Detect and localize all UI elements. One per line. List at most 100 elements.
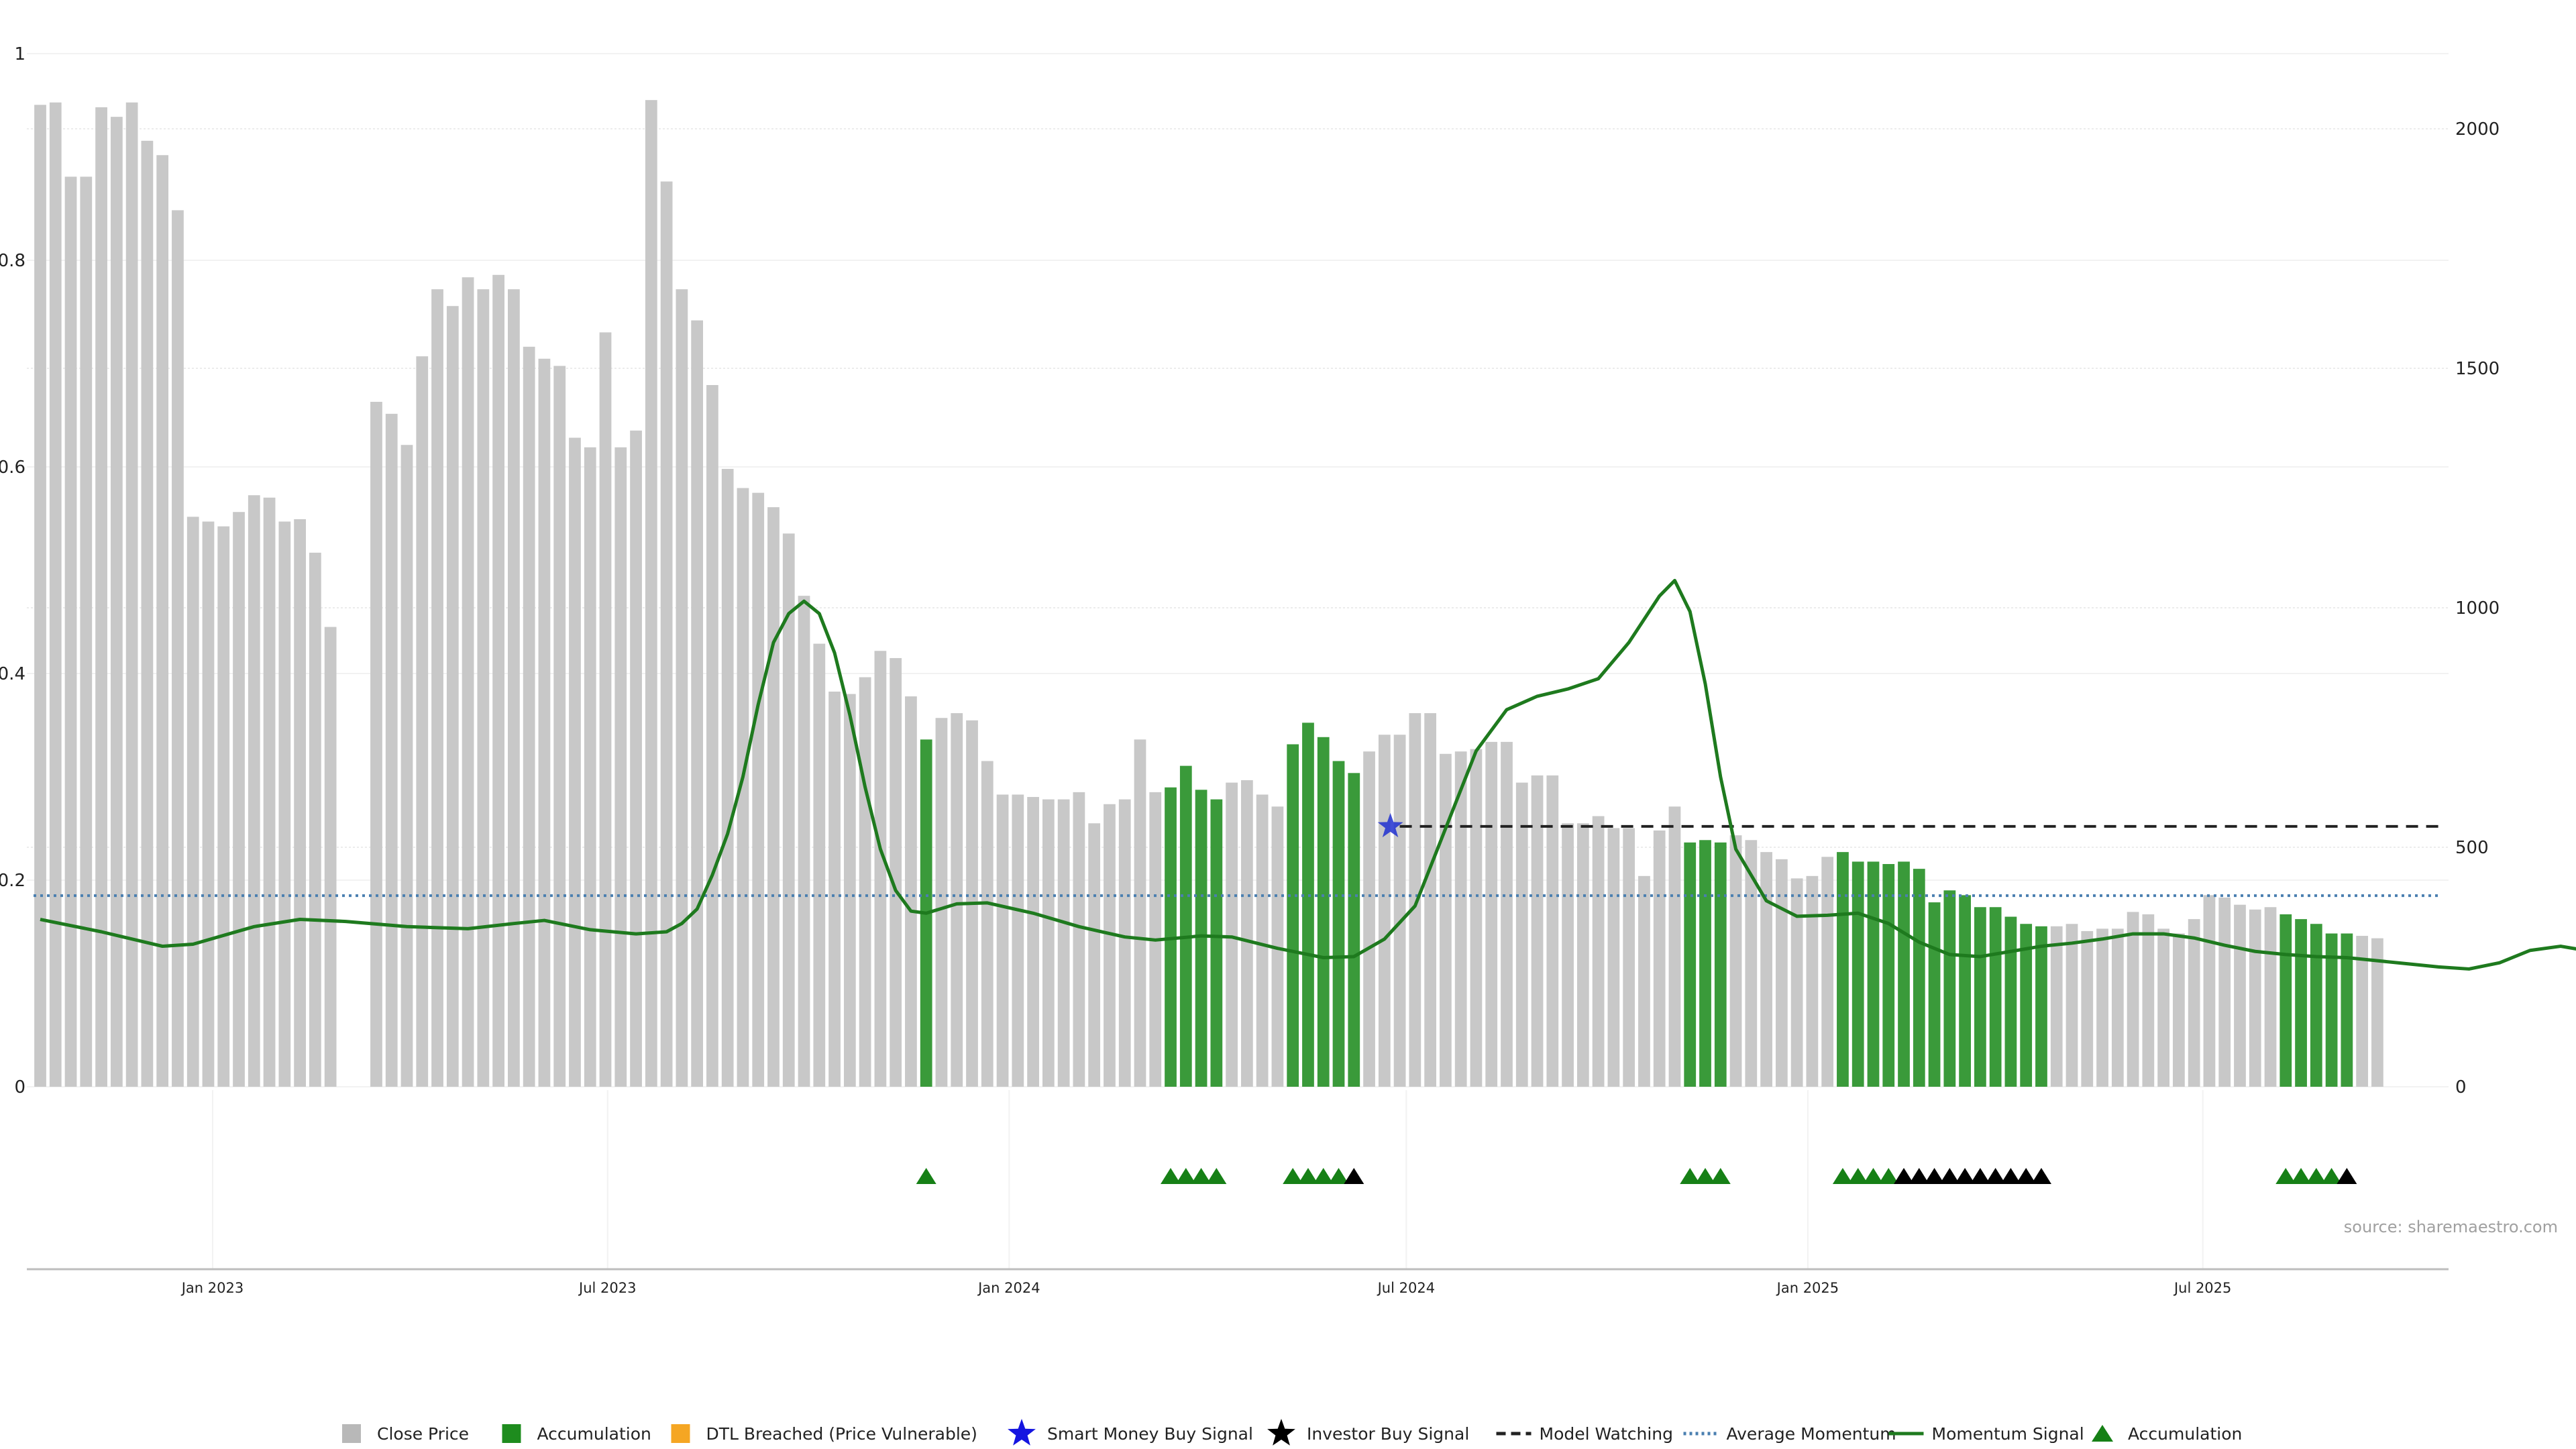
accumulation-bar (1302, 722, 1314, 1087)
accumulation-bar (1287, 744, 1299, 1087)
close-price-bar (981, 761, 994, 1087)
close-price-bar (324, 627, 337, 1087)
close-price-bar (1256, 794, 1269, 1087)
close-price-bar (1470, 749, 1483, 1087)
accumulation-bar (2295, 919, 2307, 1087)
accumulation-marker (1847, 1168, 1868, 1184)
close-price-bar (1057, 799, 1070, 1087)
legend-swatch (502, 1424, 521, 1443)
legend-label: Momentum Signal (1932, 1424, 2084, 1444)
close-price-bar (508, 289, 520, 1087)
close-price-bar (2264, 907, 2277, 1087)
close-price-bar (1118, 799, 1131, 1087)
left-tick-label: 0 (14, 1077, 25, 1097)
investor-buy-marker (1985, 1168, 2006, 1184)
close-price-bar (813, 643, 826, 1087)
legend-swatch (671, 1424, 690, 1443)
close-price-bar (2111, 928, 2124, 1087)
close-price-bar (400, 445, 413, 1087)
close-price-bar (996, 794, 1009, 1087)
close-price-bar (874, 651, 887, 1087)
close-price-bar (1393, 735, 1406, 1087)
legend-item: Investor Buy Signal (1267, 1419, 1469, 1446)
legend-label: Accumulation (537, 1424, 651, 1444)
accumulation-bar (2341, 933, 2353, 1087)
close-price-bar (1760, 852, 1772, 1087)
accumulation-marker (2321, 1168, 2342, 1184)
close-price-bar (278, 521, 291, 1087)
close-price-bar (2127, 912, 2139, 1087)
legend-item: Average Momentum (1683, 1424, 1896, 1444)
close-price-bar (1638, 875, 1650, 1087)
close-price-bar (2096, 928, 2108, 1087)
accumulation-bar (1714, 842, 1727, 1087)
close-price-bar (80, 176, 93, 1087)
close-price-bar (1378, 735, 1391, 1087)
accumulation-bar (1898, 861, 1910, 1087)
x-axis: Jan 2023 Jul 2023 Jan 2024 Jul 2024 Jan 2025… (27, 1268, 2449, 1296)
accumulation-bar (1989, 907, 2002, 1087)
right-tick-label: 0 (2455, 1077, 2467, 1097)
close-price-bar (614, 447, 627, 1087)
accumulation-marker (1283, 1168, 1303, 1184)
close-price-bar (1821, 857, 1834, 1087)
legend-star (1008, 1419, 1036, 1446)
close-price-bar (1790, 878, 1803, 1087)
close-price-bar (2050, 926, 2063, 1087)
close-price-bar (2218, 897, 2231, 1087)
close-price-bar (1042, 799, 1055, 1087)
close-price-bar (1806, 875, 1819, 1087)
close-price-bar (1088, 823, 1101, 1087)
investor-buy-marker (1344, 1168, 1364, 1184)
close-price-bar (34, 105, 46, 1087)
close-price-bar (706, 384, 718, 1087)
legend: Close Price Accumulation DTL Breached (Pri… (342, 1419, 2242, 1446)
close-price-bar (1073, 792, 1085, 1087)
close-price-bar (691, 320, 704, 1087)
close-price-bar (951, 713, 963, 1087)
close-price-bar (599, 332, 612, 1087)
legend-triangle (2092, 1425, 2113, 1442)
accumulation-marker (1175, 1168, 1196, 1184)
investor-buy-marker (1939, 1168, 1960, 1184)
close-price-bar (49, 102, 62, 1087)
close-price-bar (64, 176, 77, 1087)
left-tick-label: 0.4 (0, 664, 25, 684)
left-axis: 0 0.2 0.4 0.6 0.8 1 (0, 44, 25, 1097)
legend-star (1267, 1419, 1295, 1446)
close-price-bar (2356, 936, 2369, 1087)
close-price-bar (141, 140, 154, 1087)
accumulation-marker (1878, 1168, 1899, 1184)
close-price-bar (721, 468, 734, 1087)
investor-buy-marker (1970, 1168, 1990, 1184)
close-price-bar (1424, 713, 1437, 1087)
legend-label: Accumulation (2128, 1424, 2242, 1444)
momentum-signal (40, 578, 2576, 971)
smart-money-star (1377, 812, 1403, 838)
legend-label: Smart Money Buy Signal (1047, 1424, 1253, 1444)
close-price-bar (248, 495, 260, 1087)
close-price-bar (416, 356, 429, 1087)
accumulation-marker (1206, 1168, 1227, 1184)
legend-label: Average Momentum (1727, 1424, 1896, 1444)
accumulation-bar (1348, 773, 1360, 1087)
close-price-bar (202, 521, 215, 1087)
accumulation-marker (1191, 1168, 1212, 1184)
close-price-bar (828, 691, 841, 1087)
accumulation-bar (1332, 761, 1345, 1087)
close-price-bar (1653, 830, 1666, 1087)
close-price-bar (370, 401, 382, 1087)
legend-item: DTL Breached (Price Vulnerable) (671, 1424, 977, 1444)
close-price-bar (1241, 780, 1253, 1087)
accumulation-bar (2310, 924, 2322, 1087)
close-price-bar (782, 533, 795, 1087)
accumulation-marker (2291, 1168, 2312, 1184)
accumulation-bar (1943, 890, 1956, 1087)
close-price-bar (95, 107, 107, 1087)
accumulation-bar (2325, 933, 2338, 1087)
accumulation-marker (2275, 1168, 2296, 1184)
smart-money-buy-signal (1377, 812, 1403, 838)
close-price-bar (263, 497, 276, 1087)
right-tick-label: 2000 (2455, 119, 2500, 140)
